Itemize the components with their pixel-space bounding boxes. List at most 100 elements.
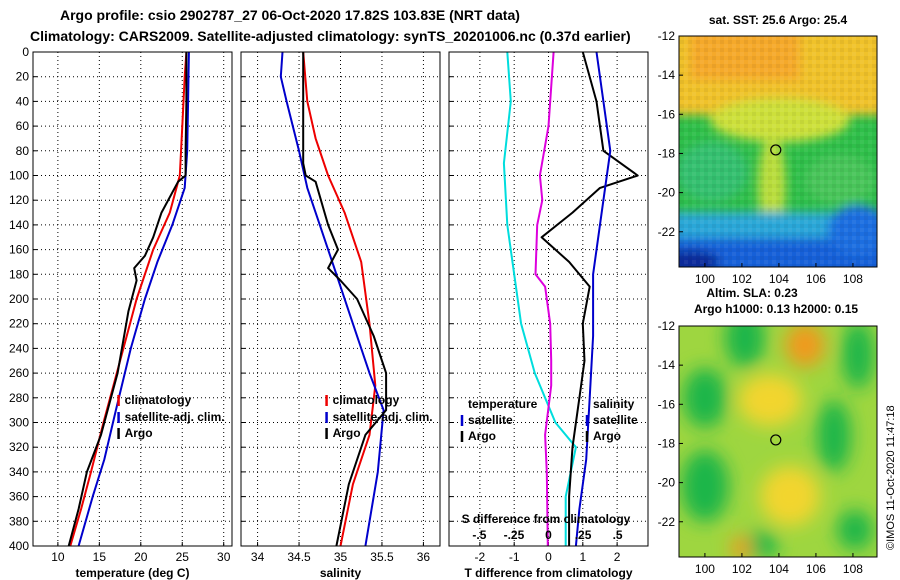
x-tick-label: 20 xyxy=(134,550,148,564)
depth-tick-label: 120 xyxy=(9,193,29,207)
depth-tick-label: 340 xyxy=(9,465,29,479)
x-tick-label: 1 xyxy=(579,550,586,564)
depth-tick-label: 400 xyxy=(9,539,29,553)
x-tick-label: 25 xyxy=(176,550,190,564)
x-tick-label: 34 xyxy=(251,550,265,564)
map-y-tick-label: -18 xyxy=(658,436,676,450)
series-climatology xyxy=(302,51,377,547)
map-y-tick-label: -20 xyxy=(658,476,676,490)
x-tick-label: -2 xyxy=(475,550,486,564)
depth-tick-label: 380 xyxy=(9,514,29,528)
map-x-tick-label: 104 xyxy=(769,272,789,286)
depth-tick-label: 360 xyxy=(9,490,29,504)
map-x-tick-label: 102 xyxy=(732,562,752,576)
legend-label: Argo xyxy=(333,426,361,440)
x-tick-label: -1 xyxy=(509,550,520,564)
series-argo xyxy=(302,52,388,547)
x-tick-label: 30 xyxy=(217,550,231,564)
sst-frame xyxy=(678,35,878,268)
sla-green-blob-5 xyxy=(681,450,729,522)
sla-green-blob-7 xyxy=(837,510,873,550)
sla-orange-blob-2 xyxy=(731,536,751,557)
depth-tick-label: 40 xyxy=(16,94,30,108)
series-argo-t-difference xyxy=(540,51,639,546)
map-y-tick-label: -20 xyxy=(658,186,676,200)
x-tick-label: 35.5 xyxy=(370,550,394,564)
sla-green-blob-2 xyxy=(842,326,874,389)
depth-tick-label: 100 xyxy=(9,169,29,183)
sla-map-subtitle: Argo h1000: 0.13 h2000: 0.15 xyxy=(694,302,858,316)
depth-tick-label: 280 xyxy=(9,391,29,405)
map-x-tick-label: 108 xyxy=(843,562,863,576)
sla-green-blob-1 xyxy=(725,326,765,368)
series-satellite-adj-clim- xyxy=(279,51,385,547)
map-y-tick-label: -14 xyxy=(658,68,676,82)
series-satellite-t-difference xyxy=(574,51,612,547)
x-tick-label: 0 xyxy=(545,550,552,564)
difference-panel: -2 -1 0 1 2 T difference from climatology temp… xyxy=(448,51,649,580)
series-s-difference xyxy=(534,51,555,547)
sla-map-title: Altim. SLA: 0.23 xyxy=(706,286,798,300)
legend-label: Argo xyxy=(468,429,496,443)
legend-label: satellite-adj. clim. xyxy=(333,410,433,424)
series-climatology xyxy=(69,51,188,547)
legend-title-temperature: temperature xyxy=(468,397,538,411)
x-tick-label: 35 xyxy=(334,550,348,564)
depth-tick-label: 160 xyxy=(9,243,29,257)
plot-frame xyxy=(240,51,441,547)
map-y-tick-label: -14 xyxy=(658,358,676,372)
plot-area xyxy=(449,52,648,546)
map-x-tick-label: 102 xyxy=(732,272,752,286)
map-y-tick-label: -22 xyxy=(658,515,676,529)
depth-tick-label: 260 xyxy=(9,366,29,380)
map-x-tick-label: 106 xyxy=(806,272,826,286)
salinity-panel: 34 34.5 35 35.5 36 salinity climatology satelli… xyxy=(240,51,441,580)
legend-label: satellite xyxy=(468,413,513,427)
plot-frame xyxy=(448,51,649,547)
legend-label: Argo xyxy=(125,426,153,440)
map-y-tick-label: -16 xyxy=(658,397,676,411)
x-tick-label: 36 xyxy=(417,550,431,564)
map-y-tick-label: -22 xyxy=(658,225,676,239)
map-x-tick-label: 104 xyxy=(769,562,789,576)
sla-green-blob-6 xyxy=(746,531,778,557)
x-tick-label: 2 xyxy=(614,550,621,564)
argo-location-marker xyxy=(770,434,782,446)
legend-label: climatology xyxy=(333,393,400,407)
sla-yellow-blob-2 xyxy=(760,466,820,526)
x-axis-label: temperature (deg C) xyxy=(75,566,189,580)
sst-map-title: sat. SST: 25.6 Argo: 25.4 xyxy=(709,13,848,27)
depth-tick-label: 140 xyxy=(9,218,29,232)
series-t-difference xyxy=(502,51,577,546)
depth-tick-label: 240 xyxy=(9,341,29,355)
top-tick-label: 0 xyxy=(545,528,552,542)
title-line-2: Climatology: CARS2009. Satellite-adjuste… xyxy=(30,28,631,44)
map-x-tick-label: 100 xyxy=(695,562,715,576)
sla-green-blob-3 xyxy=(683,368,727,428)
depth-tick-label: 60 xyxy=(16,119,30,133)
depth-tick-label: 300 xyxy=(9,416,29,430)
sla-green-blob-4 xyxy=(817,400,851,472)
legend-label: satellite xyxy=(593,413,638,427)
temperature-panel: 10 15 20 25 30020406080100120140160180200220… xyxy=(9,45,233,580)
x-tick-label: 10 xyxy=(51,550,65,564)
top-axis-label: S difference from climatology xyxy=(462,512,631,526)
sla-orange-blob-1 xyxy=(785,326,825,367)
x-tick-label: 15 xyxy=(93,550,107,564)
depth-tick-label: 200 xyxy=(9,292,29,306)
x-axis-label: T difference from climatology xyxy=(464,566,632,580)
plot-area xyxy=(241,52,440,546)
series-satellite-adj-clim- xyxy=(77,51,190,547)
map-x-tick-label: 108 xyxy=(843,272,863,286)
sla-yellow-blob-1 xyxy=(738,374,802,426)
depth-tick-label: 180 xyxy=(9,267,29,281)
x-axis-label: salinity xyxy=(320,566,362,580)
depth-tick-label: 80 xyxy=(16,144,30,158)
top-tick-label: -.25 xyxy=(504,528,525,542)
depth-tick-label: 0 xyxy=(22,45,29,59)
argo-location-marker xyxy=(770,144,782,156)
sst-pixel-texture xyxy=(679,36,877,267)
title-line-1: Argo profile: csio 2902787_27 06-Oct-202… xyxy=(60,7,520,23)
map-y-tick-label: -18 xyxy=(658,146,676,160)
